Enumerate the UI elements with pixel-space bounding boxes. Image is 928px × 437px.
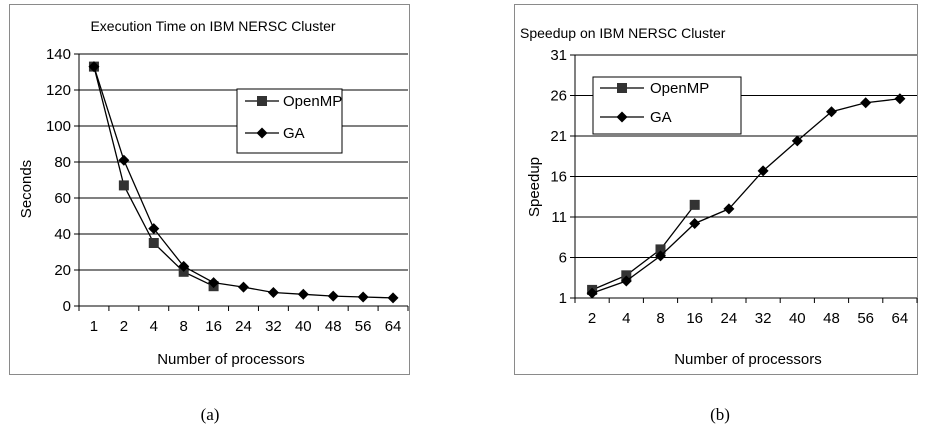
x-tick-label: 24 xyxy=(721,310,738,327)
x-tick-label: 2 xyxy=(588,310,596,327)
chart-title: Speedup on IBM NERSC Cluster xyxy=(520,25,726,41)
caption-a: (a) xyxy=(180,405,240,425)
x-tick-label: 56 xyxy=(857,310,874,327)
y-axis-label: Seconds xyxy=(18,160,35,218)
speedup-chart: Speedup on IBM NERSC Cluster Number of p… xyxy=(514,4,919,376)
x-tick-label: 8 xyxy=(180,318,188,335)
x-tick-label: 16 xyxy=(205,318,222,335)
x-tick-label: 32 xyxy=(755,310,772,327)
x-axis-label: Number of processors xyxy=(157,351,305,368)
y-tick-label: 21 xyxy=(550,128,567,145)
y-tick-label: 31 xyxy=(550,47,567,64)
x-tick-label: 1 xyxy=(90,318,98,335)
y-tick-label: 6 xyxy=(559,250,567,267)
x-tick-label: 64 xyxy=(892,310,909,327)
x-tick-label: 2 xyxy=(120,318,128,335)
legend-marker-square xyxy=(257,96,267,106)
y-tick-label: 26 xyxy=(550,88,567,105)
data-point-openmp xyxy=(149,238,159,248)
x-tick-label: 56 xyxy=(355,318,372,335)
y-tick-label: 11 xyxy=(551,209,567,226)
caption-b: (b) xyxy=(690,405,750,425)
y-tick-label: 0 xyxy=(63,298,71,315)
x-tick-label: 4 xyxy=(622,310,630,327)
x-tick-label: 48 xyxy=(325,318,342,335)
legend-label-openmp: OpenMP xyxy=(283,93,342,110)
y-tick-label: 80 xyxy=(54,154,71,171)
x-axis-label: Number of processors xyxy=(674,351,822,368)
y-axis-label: Speedup xyxy=(526,157,543,217)
y-tick-label: 40 xyxy=(54,226,71,243)
execution-time-chart: Execution Time on IBM NERSC Cluster Numb… xyxy=(9,4,411,376)
x-tick-label: 40 xyxy=(789,310,806,327)
x-tick-label: 40 xyxy=(295,318,312,335)
chart-panel-b: Speedup on IBM NERSC Cluster Number of p… xyxy=(514,4,919,381)
y-tick-label: 140 xyxy=(46,46,71,63)
legend-marker-square xyxy=(617,83,627,93)
legend: OpenMP GA xyxy=(237,89,342,153)
legend: OpenMP GA xyxy=(593,77,741,134)
x-tick-label: 8 xyxy=(656,310,664,327)
y-tick-label: 16 xyxy=(550,169,567,186)
legend-label-ga: GA xyxy=(650,109,672,126)
chart-title: Execution Time on IBM NERSC Cluster xyxy=(90,18,335,34)
x-tick-label: 16 xyxy=(686,310,703,327)
x-tick-label: 64 xyxy=(385,318,402,335)
x-tick-label: 24 xyxy=(235,318,252,335)
y-tick-label: 1 xyxy=(559,290,567,307)
y-tick-label: 60 xyxy=(54,190,71,207)
x-tick-label: 32 xyxy=(265,318,282,335)
y-tick-label: 20 xyxy=(54,262,71,279)
y-tick-label: 120 xyxy=(46,82,71,99)
x-tick-label: 4 xyxy=(150,318,158,335)
legend-label-ga: GA xyxy=(283,125,305,142)
y-tick-label: 100 xyxy=(46,118,71,135)
data-point-openmp xyxy=(119,180,129,190)
legend-label-openmp: OpenMP xyxy=(650,80,709,97)
chart-panel-a: Execution Time on IBM NERSC Cluster Numb… xyxy=(9,4,411,381)
data-point-openmp xyxy=(690,200,700,210)
x-tick-label: 48 xyxy=(823,310,840,327)
